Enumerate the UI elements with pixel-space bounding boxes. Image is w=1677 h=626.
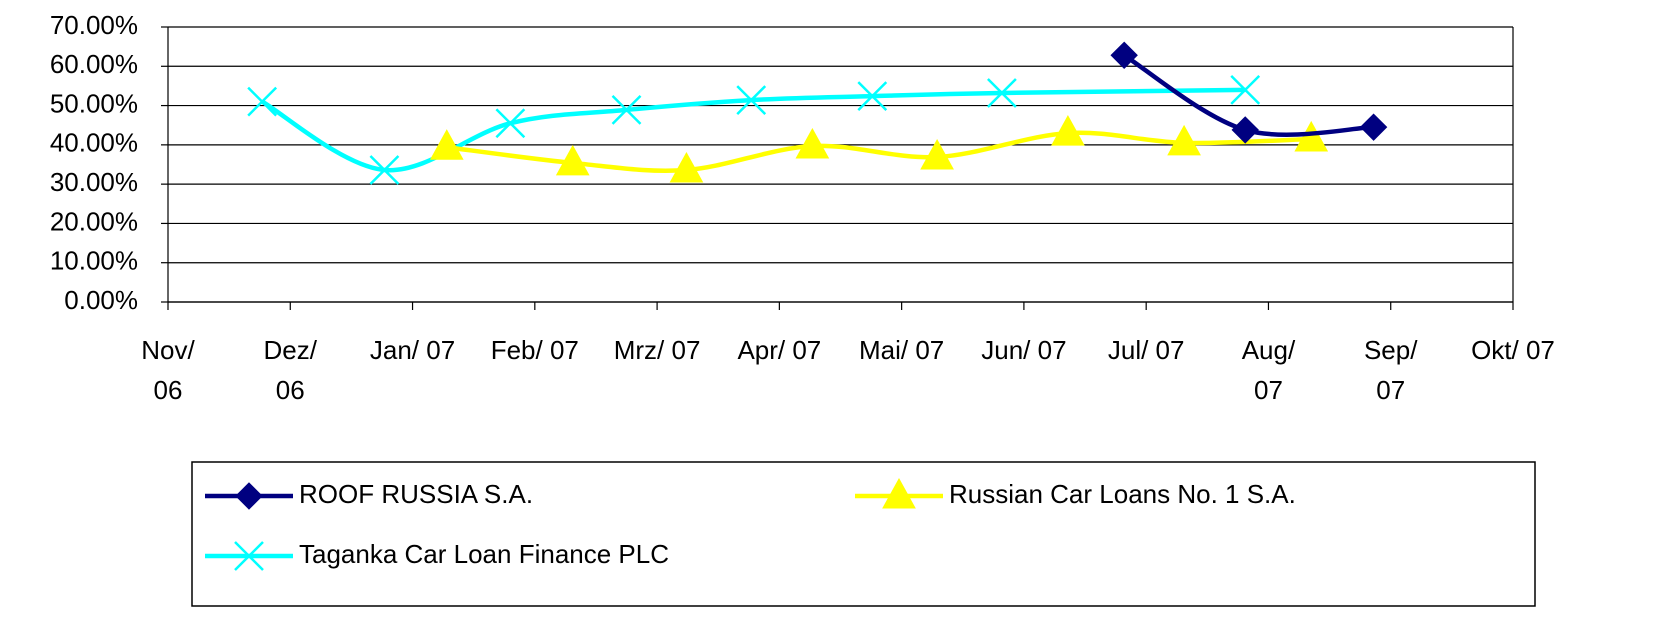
marker: [369, 155, 400, 185]
marker: [234, 541, 264, 571]
x-tick-label: Mai/ 07: [859, 335, 944, 365]
marker: [1051, 115, 1085, 146]
marker: [920, 139, 954, 170]
legend-label: Russian Car Loans No. 1 S.A.: [949, 479, 1296, 509]
marker: [429, 129, 464, 160]
marker: [882, 477, 916, 509]
y-tick-label: 0.00%: [64, 285, 138, 315]
marker: [1231, 116, 1259, 144]
x-tick-label: Apr/ 07: [737, 335, 821, 365]
x-tick-label: Okt/ 07: [1471, 335, 1555, 365]
marker: [1110, 41, 1138, 69]
x-tick-label: Feb/ 07: [491, 335, 579, 365]
x-tick-label: Nov/06: [141, 335, 195, 405]
legend-label: ROOF RUSSIA S.A.: [299, 479, 533, 509]
x-tick-label: Jul/ 07: [1108, 335, 1185, 365]
y-tick-label: 40.00%: [50, 128, 138, 158]
marker: [1359, 113, 1388, 141]
marker: [1167, 124, 1201, 156]
x-tick-label: Jan/ 07: [370, 335, 455, 365]
marker: [611, 95, 642, 125]
marker: [987, 78, 1017, 108]
y-tick-label: 50.00%: [50, 88, 138, 118]
x-tick-label: Aug/07: [1242, 335, 1296, 405]
x-tick-label: Sep/07: [1364, 335, 1418, 405]
y-tick-label: 20.00%: [50, 206, 138, 236]
x-tick-label: Mrz/ 07: [614, 335, 701, 365]
legend-label: Taganka Car Loan Finance PLC: [299, 539, 669, 569]
marker: [1294, 120, 1329, 152]
x-tick-label: Jun/ 07: [981, 335, 1066, 365]
marker: [795, 128, 830, 159]
y-tick-label: 10.00%: [50, 246, 138, 276]
marker: [1230, 74, 1261, 105]
marker: [857, 81, 888, 112]
marker: [247, 86, 278, 117]
x-tick-label: Dez/06: [264, 335, 318, 405]
y-tick-label: 70.00%: [50, 10, 138, 40]
y-tick-label: 60.00%: [50, 49, 138, 79]
marker: [669, 151, 704, 183]
marker: [495, 108, 526, 139]
series-line: [446, 130, 1312, 173]
marker: [736, 85, 767, 115]
legend-box: [191, 461, 1536, 607]
y-tick-label: 30.00%: [50, 167, 138, 197]
marker: [555, 144, 590, 176]
marker: [235, 482, 263, 510]
